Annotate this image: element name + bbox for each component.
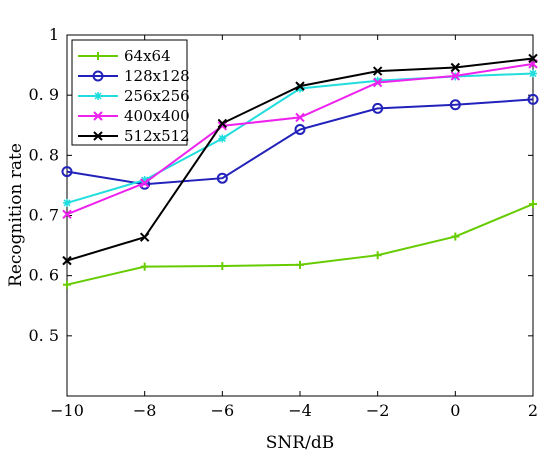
legend: 64x64 128x128 256x256 400x400 512x512: [71, 39, 190, 146]
marker-stroke: [295, 81, 305, 91]
series-512x512: [62, 53, 538, 266]
data-point: [139, 232, 150, 242]
marker-stroke: [372, 66, 383, 76]
marker-stroke: [93, 111, 103, 121]
legend-label: 400x400: [124, 107, 190, 125]
data-point: [294, 123, 306, 135]
marker-stroke: [528, 53, 538, 64]
marker-stroke: [93, 131, 103, 141]
marker-dot: [219, 135, 225, 141]
marker-dot: [64, 200, 70, 206]
legend-marker: [93, 131, 103, 141]
marker-dot: [530, 71, 536, 77]
series-layer: [61, 53, 539, 289]
legend-item: 256x256: [78, 87, 190, 105]
data-point: [449, 99, 461, 111]
data-point: [527, 93, 539, 105]
legend-marker: [94, 92, 102, 100]
data-point: [217, 118, 228, 129]
data-point: [372, 66, 383, 76]
x-axis-label: SNR/dB: [266, 433, 334, 453]
marker-stroke: [450, 71, 461, 81]
marker-stroke: [139, 178, 150, 188]
data-point: [63, 198, 71, 207]
legend-box: [71, 39, 188, 146]
data-point: [216, 172, 228, 184]
marker-stroke: [295, 112, 305, 123]
data-point: [528, 53, 538, 64]
x-tick-label: 2: [528, 401, 538, 420]
y-tick-label: 0. 7: [28, 206, 59, 225]
marker-stroke: [62, 209, 72, 220]
x-tick-label: −10: [50, 401, 84, 420]
data-point: [450, 62, 461, 73]
data-point: [62, 255, 72, 266]
series-64x64: [63, 200, 537, 289]
series-400x400: [62, 59, 538, 220]
data-point: [61, 166, 73, 178]
marker-stroke: [139, 232, 150, 242]
y-axis-label: Recognition rate: [6, 143, 26, 287]
y-tick-label: 0. 5: [28, 326, 59, 345]
data-point: [529, 69, 537, 78]
legend-item: 64x64: [78, 47, 171, 65]
data-point: [451, 232, 460, 241]
data-point: [296, 260, 304, 269]
data-point: [295, 81, 305, 91]
data-point: [450, 71, 461, 81]
x-tick-label: 0: [450, 401, 460, 420]
data-point: [372, 102, 384, 114]
marker-stroke: [62, 255, 72, 266]
legend-marker: [93, 111, 103, 121]
data-point: [372, 77, 383, 88]
data-point: [140, 262, 149, 271]
legend-item: 400x400: [78, 107, 190, 125]
y-tick-label: 1: [49, 25, 59, 44]
data-point: [295, 112, 305, 123]
marker-stroke: [372, 77, 383, 88]
x-tick-label: −2: [366, 401, 390, 420]
marker-stroke: [217, 118, 228, 129]
legend-label: 128x128: [124, 67, 190, 85]
legend-label: 256x256: [124, 87, 190, 105]
data-point: [218, 134, 227, 143]
data-point: [63, 280, 71, 289]
legend-item: 128x128: [78, 67, 190, 85]
data-point: [218, 262, 227, 271]
x-tick-label: −6: [211, 401, 235, 420]
ticks-layer: −10 −8 −6 −4 −2 0 2 0. 5 0. 6 0. 7 0. 8 0. 9 1: [28, 25, 538, 420]
legend-label: 512x512: [124, 127, 190, 145]
legend-marker: [92, 70, 104, 82]
data-point: [62, 209, 72, 220]
data-point: [373, 251, 382, 260]
data-point: [529, 200, 537, 209]
marker-dot: [95, 93, 101, 99]
legend-label: 64x64: [124, 47, 171, 65]
legend-item: 512x512: [78, 127, 190, 145]
y-tick-label: 0. 8: [28, 145, 59, 164]
y-tick-label: 0. 9: [28, 85, 59, 104]
x-tick-label: −4: [288, 401, 312, 420]
legend-marker: [94, 52, 102, 60]
x-tick-label: −8: [133, 401, 157, 420]
y-tick-label: 0. 6: [28, 266, 59, 285]
data-point: [139, 178, 150, 188]
marker-stroke: [450, 62, 461, 73]
